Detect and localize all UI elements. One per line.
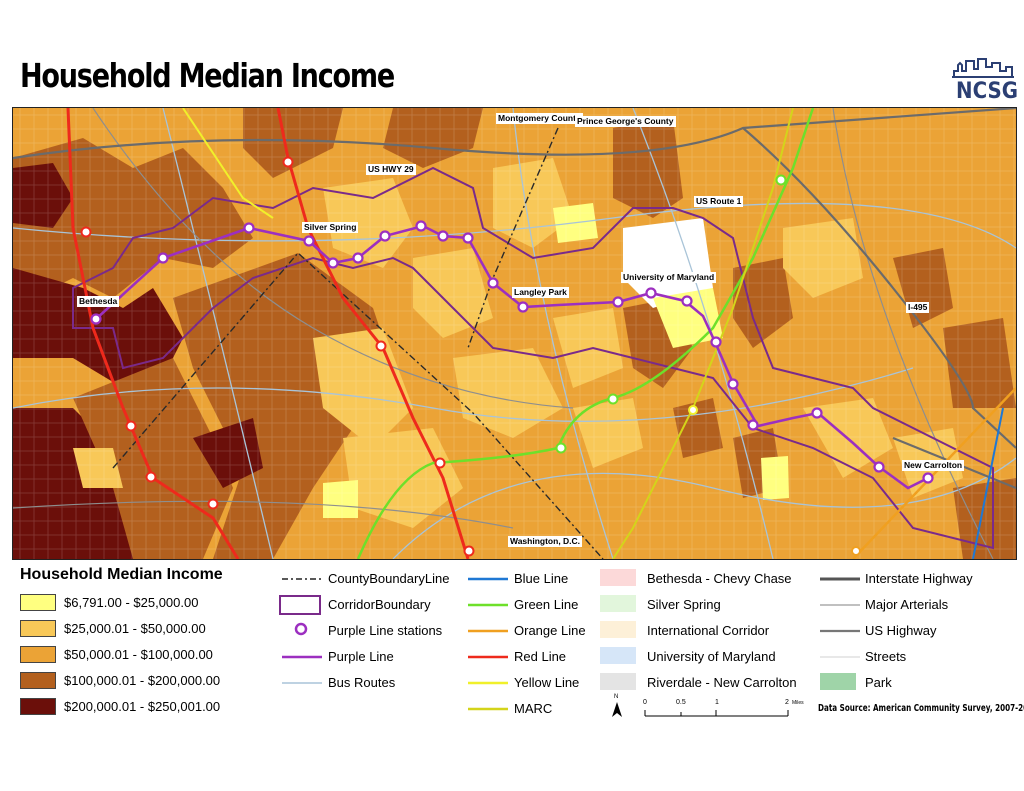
scale-bar-icon (644, 710, 789, 717)
county-boundary-line-dc (112, 251, 604, 559)
red-line-stations (80, 156, 475, 557)
swatch-income-4 (20, 672, 56, 689)
legend-bethesda-chevy-chase: Bethesda - Chevy Chase (647, 571, 792, 586)
income-map[interactable]: Montgomery County Prince George's County… (12, 107, 1017, 560)
legend-red-line: Red Line (514, 649, 567, 664)
label-prince-georges-county: Prince George's County (575, 116, 676, 127)
swatch-silver-spring (600, 595, 636, 612)
streets-overlay (13, 108, 1016, 559)
purple-line-symbol-icon (282, 655, 322, 659)
legend-bus-routes: Bus Routes (328, 675, 396, 690)
legend-corridor-boundary: CorridorBoundary (328, 597, 431, 612)
purple-station-symbol-icon (294, 622, 308, 636)
north-arrow-icon (612, 702, 622, 717)
green-line-stations (555, 174, 787, 454)
label-langley-park: Langley Park (512, 287, 569, 298)
major-arterials-symbol-icon (820, 604, 860, 606)
swatch-income-3 (20, 646, 56, 663)
swatch-riverdale-new-carrolton (600, 673, 636, 690)
ncsg-logo-text: NCSG (956, 79, 1018, 104)
swatch-income-1 (20, 594, 56, 611)
green-line-symbol-icon (468, 603, 508, 607)
label-i-495: I-495 (906, 302, 930, 313)
legend-streets: Streets (865, 649, 907, 664)
marc-station (688, 405, 698, 415)
scale-tick-0: 0 (643, 699, 647, 706)
label-new-carrolton: New Carrolton (902, 460, 965, 471)
legend-green-line: Green Line (514, 597, 579, 612)
legend-income-2: $25,000.01 - $50,000.00 (64, 621, 206, 636)
county-boundary-line (467, 127, 559, 349)
interstate-highway-495 (742, 127, 1016, 449)
scale-tick-05: 0.5 (676, 699, 686, 706)
swatch-university-of-maryland (600, 647, 636, 664)
swatch-park (820, 673, 856, 690)
scale-tick-2: 2 (785, 699, 789, 706)
legend-income-1: $6,791.00 - $25,000.00 (64, 595, 199, 610)
swatch-income-2 (20, 620, 56, 637)
marc-line (612, 108, 794, 559)
orange-line-station (851, 546, 861, 556)
legend-us-highway: US Highway (865, 623, 937, 638)
orange-line-symbol-icon (468, 629, 508, 633)
label-us-hwy-29: US HWY 29 (366, 164, 416, 175)
scale-tick-1: 1 (715, 699, 719, 706)
swatch-international-corridor (600, 621, 636, 638)
scale-unit: Miles (792, 700, 804, 706)
bus-routes-symbol-icon (282, 682, 322, 684)
north-label: N (614, 694, 619, 700)
label-montgomery-county: Montgomery County (496, 113, 583, 124)
bus-routes (13, 108, 1016, 559)
label-washington-dc: Washington, D.C. (508, 536, 583, 547)
label-us-route-1: US Route 1 (694, 196, 744, 207)
legend-county-boundary: CountyBoundaryLine (328, 571, 450, 586)
legend-major-arterials: Major Arterials (865, 597, 949, 612)
yellow-line-symbol-icon (468, 681, 508, 685)
county-boundary-symbol-icon (282, 578, 322, 580)
red-line-symbol-icon (468, 655, 508, 659)
map-canvas (13, 108, 1016, 559)
legend-purple-stations: Purple Line stations (328, 623, 443, 638)
data-source: Data Source: American Community Survey, … (818, 703, 1024, 714)
yellow-line (182, 108, 274, 219)
swatch-bethesda-chevy-chase (600, 569, 636, 586)
legend-orange-line: Orange Line (514, 623, 586, 638)
legend-park: Park (865, 675, 892, 690)
label-silver-spring: Silver Spring (302, 222, 359, 233)
legend-blue-line: Blue Line (514, 571, 569, 586)
legend-riverdale-new-carrolton: Riverdale - New Carrolton (647, 675, 797, 690)
legend-interstate: Interstate Highway (865, 571, 973, 586)
label-bethesda: Bethesda (77, 296, 120, 307)
legend-income-5: $200,000.01 - $250,001.00 (64, 699, 221, 714)
blue-line-symbol-icon (468, 577, 508, 581)
ncsg-logo-skyline-icon (952, 58, 1014, 78)
legend-marc: MARC (514, 701, 553, 716)
legend-purple-line: Purple Line (328, 649, 394, 664)
map-title: Household Median Income (20, 56, 395, 95)
interstate-symbol-icon (820, 577, 860, 581)
legend-income-3: $50,000.01 - $100,000.00 (64, 647, 213, 662)
orange-line (852, 387, 1016, 559)
label-university-of-maryland: University of Maryland (621, 272, 717, 283)
marc-symbol-icon (468, 707, 508, 711)
us-highway-symbol-icon (820, 629, 860, 633)
legend-university-of-maryland: University of Maryland (647, 649, 776, 664)
legend-silver-spring: Silver Spring (647, 597, 721, 612)
legend-title: Household Median Income (20, 566, 223, 583)
legend-income-4: $100,000.01 - $200,000.00 (64, 673, 221, 688)
legend-yellow-line: Yellow Line (514, 675, 580, 690)
corridor-boundary (72, 166, 994, 550)
streets-symbol-icon (820, 656, 860, 658)
legend-international-corridor: International Corridor (647, 623, 770, 638)
red-line (66, 108, 240, 559)
corridor-boundary-symbol-icon (279, 595, 321, 615)
purple-line-stations (90, 220, 934, 484)
interstate-highway (13, 108, 1016, 160)
swatch-income-5 (20, 698, 56, 715)
blue-line (972, 407, 1004, 559)
